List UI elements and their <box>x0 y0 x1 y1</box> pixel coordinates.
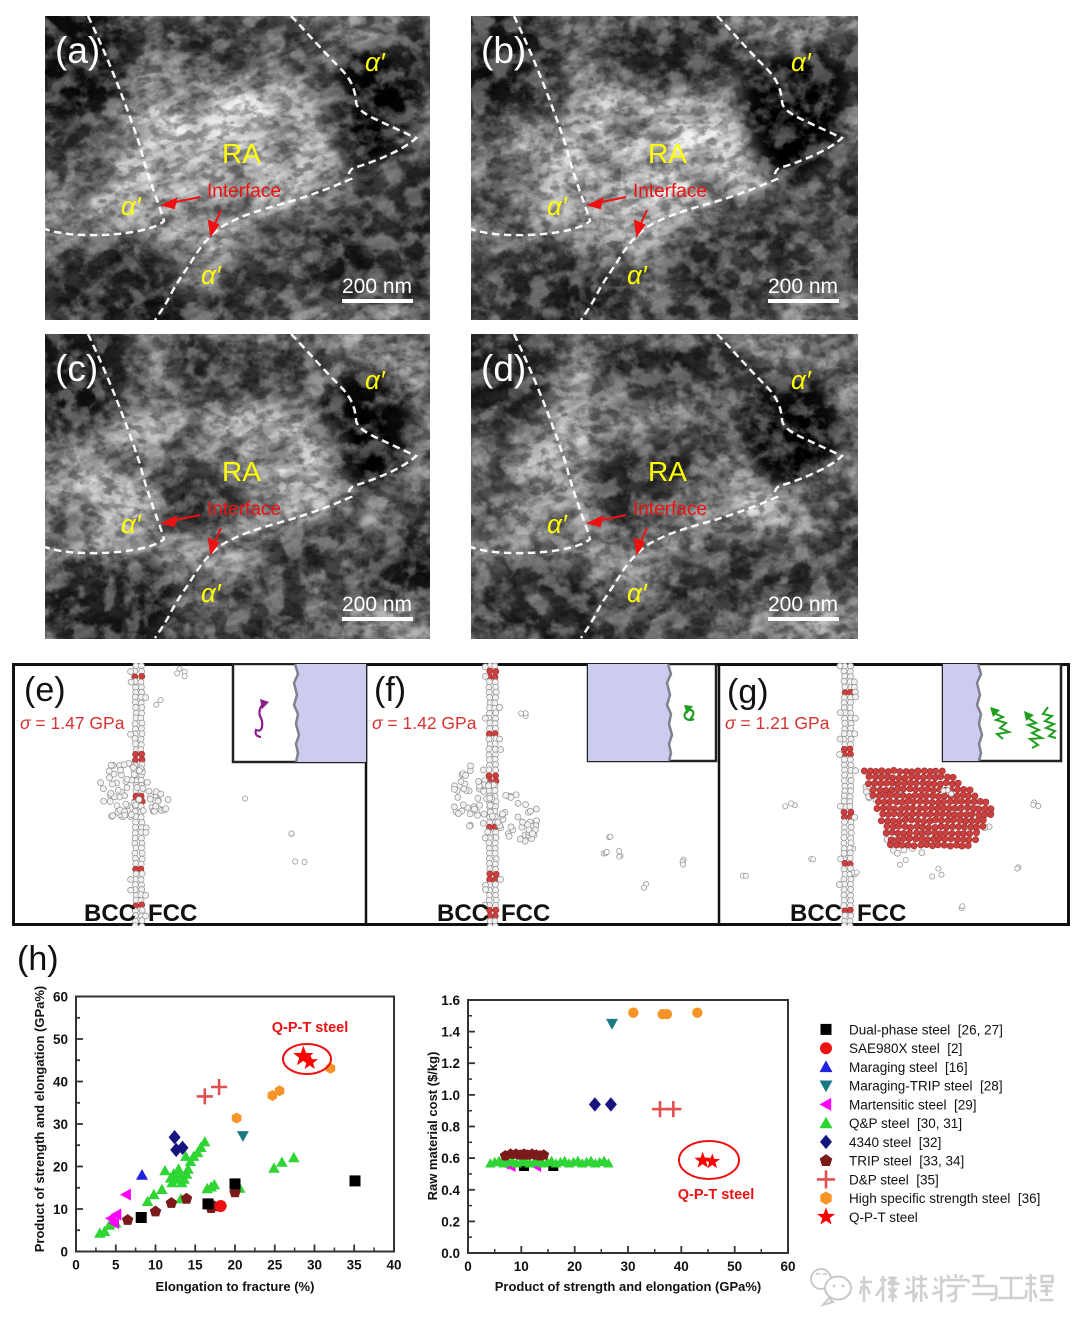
svg-text:20: 20 <box>53 1160 68 1175</box>
svg-text:Product of strength and elonga: Product of strength and elongation (GPa%… <box>495 1279 762 1294</box>
svg-text:50: 50 <box>53 1032 68 1047</box>
svg-text:4340 steel [32]: 4340 steel [32] <box>849 1135 941 1150</box>
svg-text:Q-P-T steel: Q-P-T steel <box>849 1210 918 1225</box>
svg-text:10: 10 <box>514 1259 529 1274</box>
svg-text:Dual-phase steel [26, 27]: Dual-phase steel [26, 27] <box>849 1022 1003 1037</box>
svg-text:α′: α′ <box>121 191 142 221</box>
svg-text:(d): (d) <box>481 348 526 389</box>
svg-text:FCC: FCC <box>501 900 550 926</box>
svg-text:1.4: 1.4 <box>441 1025 460 1040</box>
svg-text:(e): (e) <box>24 671 66 709</box>
svg-text:BCC: BCC <box>437 900 489 926</box>
svg-text:Interface: Interface <box>207 181 281 202</box>
svg-text:20: 20 <box>567 1259 582 1274</box>
svg-text:α′: α′ <box>627 578 648 608</box>
svg-text:0: 0 <box>72 1258 80 1273</box>
svg-text:60: 60 <box>780 1259 795 1274</box>
svg-text:FCC: FCC <box>857 900 906 926</box>
svg-text:(h): (h) <box>17 940 59 978</box>
svg-text:50: 50 <box>727 1259 742 1274</box>
svg-text:1.0: 1.0 <box>441 1088 460 1103</box>
svg-text:40: 40 <box>674 1259 689 1274</box>
svg-text:BCC: BCC <box>790 900 842 926</box>
svg-text:α′: α′ <box>121 509 142 539</box>
svg-text:TRIP steel [33, 34]: TRIP steel [33, 34] <box>849 1154 964 1169</box>
svg-text:RA: RA <box>222 138 261 169</box>
svg-text:1.2: 1.2 <box>441 1056 460 1071</box>
svg-text:RA: RA <box>648 456 687 487</box>
svg-text:α′: α′ <box>547 191 568 221</box>
svg-text:(b): (b) <box>481 30 526 71</box>
svg-text:Interface: Interface <box>633 181 707 202</box>
svg-text:30: 30 <box>53 1117 68 1132</box>
svg-text:σ = 1.42 GPa: σ = 1.42 GPa <box>372 713 477 733</box>
svg-text:α′: α′ <box>365 47 386 77</box>
svg-text:RA: RA <box>648 138 687 169</box>
svg-text:0.8: 0.8 <box>441 1120 460 1135</box>
svg-text:D&P steel [35]: D&P steel [35] <box>849 1172 939 1187</box>
svg-text:Q-P-T steel: Q-P-T steel <box>678 1187 755 1203</box>
svg-text:Interface: Interface <box>633 499 707 520</box>
svg-text:FCC: FCC <box>148 900 197 926</box>
svg-text:σ = 1.47 GPa: σ = 1.47 GPa <box>20 713 125 733</box>
svg-text:30: 30 <box>620 1259 635 1274</box>
svg-text:0.6: 0.6 <box>441 1151 460 1166</box>
svg-text:α′: α′ <box>201 578 222 608</box>
svg-text:Q-P-T steel: Q-P-T steel <box>272 1020 349 1036</box>
svg-text:20: 20 <box>227 1258 242 1273</box>
svg-text:(f): (f) <box>374 671 406 709</box>
svg-text:α′: α′ <box>627 260 648 290</box>
svg-text:RA: RA <box>222 456 261 487</box>
svg-text:α′: α′ <box>791 365 812 395</box>
svg-text:Maraging steel [16]: Maraging steel [16] <box>849 1060 968 1075</box>
svg-text:35: 35 <box>347 1258 363 1273</box>
svg-text:(a): (a) <box>55 30 100 71</box>
svg-text:Raw material cost ($/kg): Raw material cost ($/kg) <box>425 1052 440 1201</box>
svg-text:α′: α′ <box>547 509 568 539</box>
svg-text:α′: α′ <box>365 365 386 395</box>
svg-text:40: 40 <box>386 1258 401 1273</box>
svg-text:(g): (g) <box>727 673 769 711</box>
svg-text:1.6: 1.6 <box>441 993 460 1008</box>
svg-text:Product of strength and elonga: Product of strength and elongation (GPa%… <box>32 986 47 1253</box>
svg-text:0.4: 0.4 <box>441 1183 460 1198</box>
svg-text:200 nm: 200 nm <box>342 593 412 616</box>
svg-text:200 nm: 200 nm <box>342 275 412 298</box>
svg-text:Maraging-TRIP steel [28]: Maraging-TRIP steel [28] <box>849 1079 1003 1094</box>
svg-text:Q&P steel [30, 31]: Q&P steel [30, 31] <box>849 1116 962 1131</box>
svg-text:0: 0 <box>464 1259 472 1274</box>
svg-text:15: 15 <box>188 1258 204 1273</box>
svg-text:Martensitic steel [29]: Martensitic steel [29] <box>849 1097 977 1112</box>
svg-text:Elongation to fracture (%): Elongation to fracture (%) <box>156 1279 315 1294</box>
svg-text:200 nm: 200 nm <box>768 275 838 298</box>
svg-text:0.2: 0.2 <box>441 1214 460 1229</box>
svg-text:High specific strength steel: High specific strength steel [36] <box>849 1191 1040 1206</box>
svg-text:10: 10 <box>53 1202 68 1217</box>
svg-text:α′: α′ <box>201 260 222 290</box>
svg-text:60: 60 <box>53 990 68 1005</box>
svg-text:10: 10 <box>148 1258 163 1273</box>
svg-text:BCC: BCC <box>84 900 136 926</box>
svg-text:α′: α′ <box>791 47 812 77</box>
svg-text:(c): (c) <box>55 348 98 389</box>
svg-text:Interface: Interface <box>207 499 281 520</box>
svg-text:200 nm: 200 nm <box>768 593 838 616</box>
svg-text:σ = 1.21 GPa: σ = 1.21 GPa <box>725 713 830 733</box>
svg-text:SAE980X steel [2]: SAE980X steel [2] <box>849 1041 962 1056</box>
svg-text:30: 30 <box>307 1258 322 1273</box>
svg-text:5: 5 <box>112 1258 120 1273</box>
svg-text:25: 25 <box>267 1258 283 1273</box>
svg-text:40: 40 <box>53 1075 68 1090</box>
svg-text:0: 0 <box>60 1245 68 1260</box>
svg-text:0.0: 0.0 <box>441 1246 460 1261</box>
